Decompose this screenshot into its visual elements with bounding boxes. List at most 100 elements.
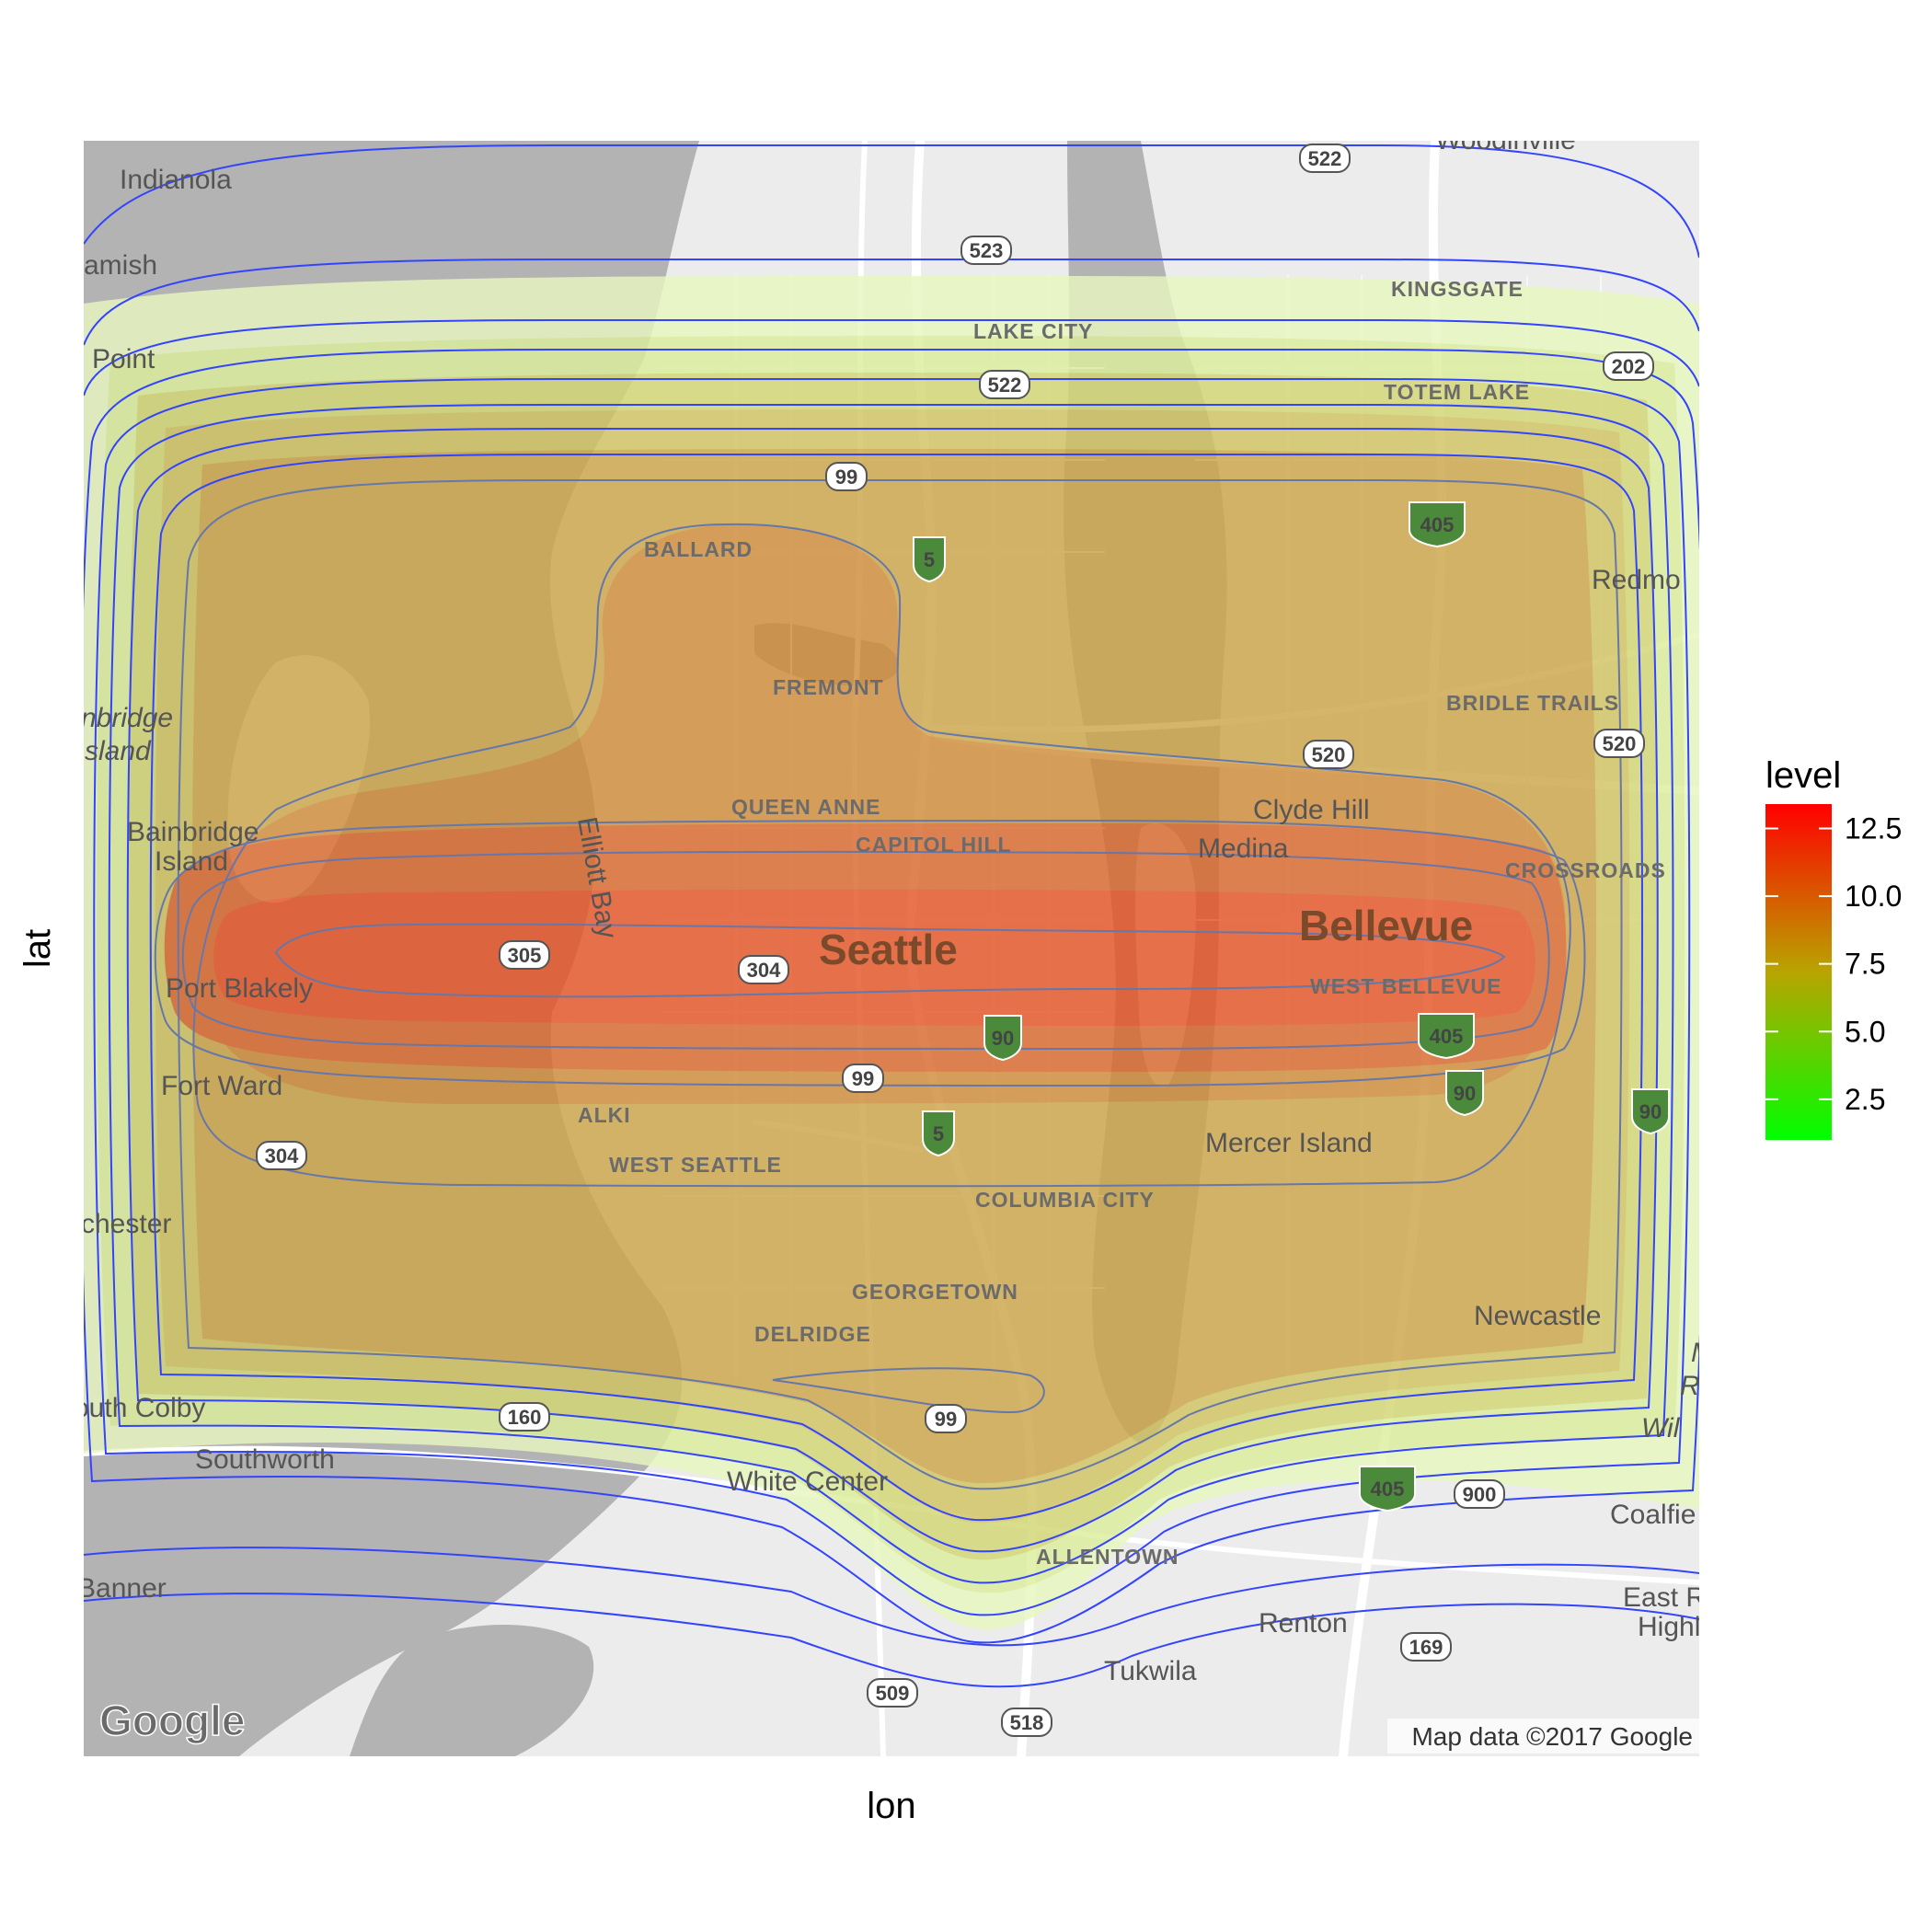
route-shield-icon: 305: [499, 940, 550, 970]
route-shield-icon: 99: [925, 1404, 967, 1433]
interstate-shield-icon: 90: [1445, 1070, 1484, 1117]
place-label: chester: [81, 1209, 171, 1239]
place-label: sland: [85, 736, 152, 766]
neighborhood-label: FREMONT: [773, 675, 884, 699]
svg-text:523: 523: [970, 239, 1004, 262]
svg-text:405: 405: [1420, 513, 1455, 536]
route-shield-icon: 304: [738, 955, 789, 984]
interstate-shield-icon: 405: [1409, 501, 1466, 548]
legend-tick-label: 10.0: [1845, 880, 1902, 913]
contour-line-5: [93, 378, 1691, 1616]
place-label: Tukwila: [1104, 1656, 1197, 1686]
neighborhood-label: CAPITOL HILL: [856, 833, 1012, 857]
place-label: amish: [84, 250, 157, 281]
place-label: Southworth: [195, 1444, 335, 1475]
legend-title: level: [1765, 755, 1841, 796]
contour-line-3: [84, 319, 1699, 1647]
svg-text:522: 522: [1308, 147, 1342, 170]
neighborhood-label: WEST BELLEVUE: [1310, 974, 1502, 998]
contour-lines: [84, 144, 1699, 1688]
place-label: Renton: [1259, 1608, 1348, 1639]
contour-line-9: [177, 479, 1623, 1490]
contour-line-10: [192, 523, 1571, 1188]
svg-text:90: 90: [1454, 1082, 1476, 1105]
svg-text:160: 160: [508, 1406, 542, 1429]
route-shield-icon: 522: [1299, 144, 1351, 173]
interstate-shield-icon: 90: [1631, 1088, 1670, 1135]
route-shield-icon: 99: [825, 462, 868, 491]
x-axis-label: lon: [867, 1786, 915, 1826]
city-label-bellevue: Bellevue: [1299, 902, 1473, 949]
svg-text:518: 518: [1010, 1711, 1044, 1734]
contour-line-7: [126, 428, 1659, 1553]
place-label: Banner: [77, 1573, 167, 1604]
interstate-shield-icon: 90: [983, 1015, 1022, 1062]
y-axis-label: lat: [17, 929, 58, 968]
contour-line-11: [154, 819, 1586, 1087]
neighborhood-label: LAKE CITY: [973, 319, 1093, 343]
place-label: Shoreline: [773, 114, 890, 144]
neighborhood-label: ALKI: [578, 1103, 631, 1127]
legend-tick-label: 2.5: [1845, 1083, 1885, 1116]
place-label: Indianola: [120, 165, 232, 195]
svg-text:169: 169: [1409, 1636, 1443, 1659]
place-label: M: [1691, 1338, 1714, 1368]
route-shield-icon: 202: [1603, 351, 1654, 381]
neighborhood-label: CROSSROADS: [1505, 858, 1666, 882]
legend-tick-label: 12.5: [1845, 811, 1902, 845]
route-shield-icon: 99: [842, 1064, 884, 1093]
neighborhood-label: COLUMBIA CITY: [975, 1188, 1155, 1212]
contour-line-6: [108, 404, 1674, 1584]
place-label: outh Colby: [74, 1393, 205, 1423]
map-attribution: Map data ©2017 Google: [1411, 1722, 1693, 1751]
svg-text:405: 405: [1430, 1025, 1464, 1048]
svg-text:90: 90: [1639, 1100, 1662, 1123]
svg-text:520: 520: [1312, 743, 1346, 766]
neighborhood-label: DELRIDGE: [754, 1322, 871, 1346]
place-label: Island: [155, 846, 228, 877]
density-band-8: [213, 889, 1535, 1026]
place-label: Coalfie: [1610, 1500, 1696, 1530]
highway-shields: 522 523 522 202 99 5 405 520 520 305 304…: [256, 144, 1670, 1737]
svg-text:5: 5: [924, 548, 935, 571]
place-label: Newcastle: [1474, 1301, 1601, 1331]
place-label: R: [1680, 1371, 1700, 1401]
density-fill: [84, 276, 1699, 1630]
legend-tick-label: 5.0: [1845, 1015, 1885, 1048]
legend-ticks: 12.5 10.0 7.5 5.0 2.5: [1765, 811, 1902, 1116]
legend-tick-label: 7.5: [1845, 948, 1885, 981]
svg-text:405: 405: [1371, 1478, 1405, 1501]
place-label: Fort Ward: [161, 1071, 282, 1101]
route-shield-icon: 900: [1454, 1479, 1505, 1509]
route-shield-icon: 304: [256, 1141, 307, 1170]
route-shield-icon: 522: [979, 370, 1030, 399]
interstate-shield-icon: 5: [913, 536, 946, 583]
svg-text:90: 90: [992, 1027, 1014, 1050]
attribution-background: [1387, 1719, 1699, 1754]
contour-line-14: [772, 1367, 1045, 1414]
svg-text:520: 520: [1603, 732, 1637, 755]
place-label: Port Blakely: [166, 973, 313, 1004]
svg-text:5: 5: [933, 1122, 944, 1145]
map-labels: Indianola amish Point nbridge sland Bain…: [74, 114, 1714, 1686]
place-label: nbridge: [81, 703, 173, 733]
place-label: Bainbridge: [127, 817, 259, 847]
neighborhood-label: GEORGETOWN: [852, 1280, 1018, 1304]
svg-text:900: 900: [1463, 1483, 1497, 1506]
route-shield-icon: 509: [867, 1678, 918, 1708]
svg-text:99: 99: [852, 1067, 874, 1090]
svg-text:202: 202: [1612, 355, 1646, 378]
interstate-shield-icon: 405: [1418, 1013, 1475, 1060]
svg-text:304: 304: [747, 959, 781, 982]
contour-line-1: [84, 144, 1699, 259]
svg-text:305: 305: [508, 944, 542, 967]
svg-text:304: 304: [265, 1144, 299, 1167]
neighborhood-label: TOTEM LAKE: [1384, 380, 1530, 404]
neighborhood-label: ALLENTOWN: [1036, 1545, 1179, 1569]
map-panel: Indianola amish Point nbridge sland Bain…: [74, 114, 1714, 1756]
place-label: Highl: [1638, 1612, 1700, 1642]
route-shield-icon: 520: [1593, 729, 1645, 758]
place-label: East R: [1623, 1582, 1706, 1613]
legend: level 12.5 10.0 7.5 5.0 2.5: [1765, 755, 1902, 1140]
